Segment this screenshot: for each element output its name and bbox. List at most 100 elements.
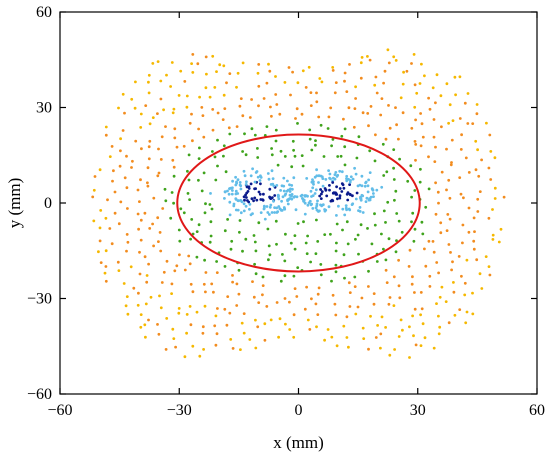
scatter-point (493, 186, 497, 190)
scatter-point (242, 209, 246, 213)
scatter-point (126, 240, 130, 244)
scatter-point (239, 184, 243, 188)
scatter-point (161, 207, 165, 210)
scatter-point (448, 103, 452, 107)
scatter-point (340, 190, 344, 193)
scatter-point (288, 300, 291, 304)
scatter-point (231, 179, 235, 183)
scatter-point (125, 154, 128, 158)
scatter-point (268, 195, 271, 199)
scatter-point (382, 174, 386, 177)
scatter-point (343, 213, 347, 217)
scatter-point (440, 170, 444, 174)
scatter-point (394, 106, 397, 109)
scatter-point (118, 164, 122, 168)
scatter-point (148, 227, 152, 230)
scatter-point (315, 202, 319, 206)
scatter-point (402, 70, 405, 74)
scatter-point (187, 153, 191, 157)
scatter-point (450, 161, 453, 164)
scatter-point (331, 199, 335, 203)
scatter-point (244, 183, 248, 186)
scatter-point (333, 173, 337, 177)
scatter-point (421, 322, 425, 326)
scatter-point (133, 106, 137, 110)
scatter-point (433, 160, 437, 164)
scatter-point (172, 165, 176, 169)
scatter-point (323, 338, 326, 342)
scatter-point (279, 279, 283, 283)
scatter-point (238, 219, 242, 222)
scatter-point (349, 175, 353, 179)
scatter-point (310, 148, 314, 152)
scatter-point (309, 260, 312, 264)
scatter-point (353, 275, 357, 279)
scatter-point (437, 314, 440, 318)
scatter-point (234, 197, 238, 201)
scatter-point (292, 195, 296, 199)
scatter-point (179, 207, 183, 211)
scatter-point (365, 196, 369, 200)
scatter-point (320, 190, 324, 194)
scatter-point (258, 192, 262, 196)
scatter-point (394, 189, 398, 193)
scatter-point (157, 332, 161, 336)
scatter-point (269, 318, 273, 322)
scatter-point (434, 181, 437, 185)
scatter-point (463, 101, 467, 105)
scatter-point (267, 62, 270, 66)
scatter-point (157, 240, 160, 244)
scatter-point (460, 133, 463, 137)
scatter-point (372, 302, 376, 306)
scatter-point (398, 157, 401, 161)
scatter-point (287, 66, 291, 69)
scatter-point (177, 228, 181, 232)
scatter-point (420, 307, 424, 311)
scatter-point (450, 138, 454, 142)
scatter-point (263, 217, 267, 221)
scatter-point (304, 86, 308, 89)
y-tick-label: −60 (27, 386, 52, 403)
scatter-point (143, 255, 147, 259)
scatter-point (480, 158, 483, 162)
scatter-point (392, 55, 396, 59)
scatter-point (375, 188, 379, 192)
scatter-point (458, 308, 462, 311)
scatter-point (129, 265, 133, 269)
scatter-point (348, 291, 352, 294)
scatter-point (439, 231, 443, 235)
scatter-point (343, 71, 347, 75)
scatter-point (413, 83, 417, 87)
scatter-point (412, 53, 416, 56)
scatter-point (319, 273, 323, 277)
scatter-point (354, 312, 358, 316)
scatter-point (353, 285, 357, 288)
scatter-point (293, 287, 297, 290)
scatter-point (242, 169, 246, 173)
scatter-point (123, 176, 127, 180)
scatter-point (345, 336, 349, 339)
scatter-point (278, 317, 282, 321)
scatter-point (202, 282, 206, 286)
scatter-point (234, 183, 238, 187)
scatter-point (228, 72, 232, 75)
scatter-point (259, 182, 262, 186)
scatter-point (257, 104, 260, 108)
scatter-point (204, 86, 208, 90)
scatter-point (282, 184, 286, 188)
scatter-point (239, 211, 243, 215)
scatter-point (134, 80, 137, 84)
scatter-point (413, 227, 417, 231)
scatter-point (175, 145, 179, 149)
scatter-point (471, 291, 474, 295)
scatter-point (244, 153, 248, 157)
scatter-point (384, 137, 388, 141)
y-tick-label: −30 (27, 291, 52, 308)
scatter-point (367, 198, 371, 202)
scatter-point (162, 108, 166, 112)
scatter-point (188, 121, 192, 125)
scatter-point (385, 281, 389, 284)
scatter-point (315, 325, 318, 329)
scatter-point (269, 183, 273, 186)
scatter-point (151, 222, 155, 226)
